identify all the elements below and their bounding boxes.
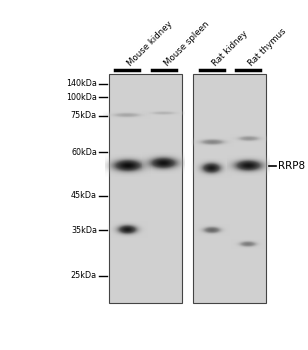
Text: Mouse spleen: Mouse spleen [163,19,211,68]
Text: 35kDa: 35kDa [71,226,97,234]
Text: Rat kidney: Rat kidney [210,29,249,68]
Text: RRP8: RRP8 [278,161,306,171]
Text: 25kDa: 25kDa [71,272,97,280]
Bar [109,74,182,303]
Text: 60kDa: 60kDa [71,148,97,157]
Text: Mouse kidney: Mouse kidney [126,19,175,68]
Text: 45kDa: 45kDa [71,191,97,200]
Text: 75kDa: 75kDa [71,111,97,120]
Text: Rat thymus: Rat thymus [247,26,288,68]
Text: 100kDa: 100kDa [66,93,97,102]
Bar [193,74,266,303]
Text: 140kDa: 140kDa [66,79,97,88]
